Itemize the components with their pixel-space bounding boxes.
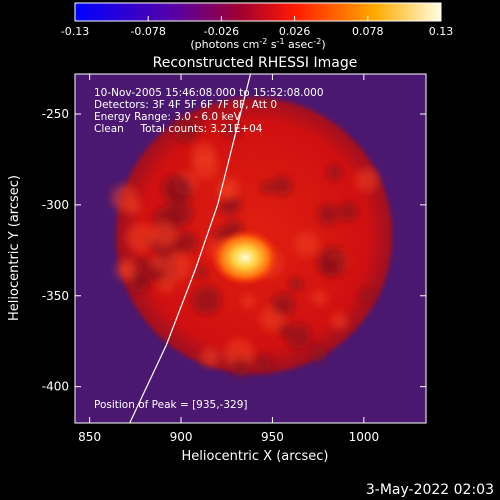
bright-mottle [126, 223, 155, 252]
chart-title: Reconstructed RHESSI Image [153, 55, 358, 71]
x-tick-label: 1000 [349, 430, 380, 444]
emission-structure [111, 115, 379, 377]
dark-mottle [173, 115, 201, 143]
dark-mottle [289, 277, 304, 291]
info-line-energy: Energy Range: 3.0 - 6.0 keV [94, 111, 242, 123]
bright-mottle [151, 222, 177, 248]
bright-mottle [192, 153, 219, 180]
dark-mottle [194, 265, 208, 279]
x-tick-label: 850 [78, 430, 101, 444]
dark-mottle [360, 288, 374, 302]
colorbar-ticks: -0.13 -0.078 -0.026 0.026 0.078 0.13 [61, 16, 453, 38]
bright-mottle [157, 276, 175, 294]
dark-mottle [285, 323, 312, 349]
bright-mottle [111, 184, 139, 212]
x-axis-ticks: 850 900 950 1000 [78, 74, 379, 444]
dark-mottle [272, 175, 292, 196]
dark-mottle [317, 247, 348, 277]
plot-frame [74, 73, 427, 424]
dark-mottle [192, 285, 221, 315]
dark-mottle [255, 354, 272, 371]
colorbar-tick-label: -0.13 [61, 25, 89, 38]
bright-mottle [355, 168, 379, 192]
y-axis-ticks: -250 -300 -350 -400 [42, 107, 426, 394]
x-tick-label: 950 [261, 430, 284, 444]
y-axis-label: Heliocentric Y (arcsec) [7, 175, 22, 321]
dark-mottle [310, 345, 327, 362]
y-tick-label: -300 [42, 198, 69, 212]
colorbar [74, 2, 442, 22]
dark-mottle [327, 165, 342, 181]
bright-mottle [331, 312, 348, 330]
dark-mottle [162, 174, 192, 205]
colorbar-tick-label: 0.026 [279, 25, 311, 38]
colorbar-tick-label: 0.13 [429, 25, 454, 38]
dark-mottle [271, 293, 295, 316]
bright-mottle [311, 290, 328, 306]
solar-limb-line [129, 74, 252, 423]
peak-source [211, 229, 280, 286]
bright-mottle [162, 252, 192, 281]
dark-mottle [260, 181, 273, 194]
bright-mottle [200, 347, 220, 367]
colorbar-tick-label: -0.078 [130, 25, 165, 38]
dark-mottle [222, 120, 242, 140]
bright-mottle [294, 231, 320, 257]
info-line-time: 10-Nov-2005 15:46:08.000 to 15:52:08.000 [94, 87, 324, 99]
colorbar-tick-label: -0.026 [204, 25, 239, 38]
y-tick-label: -250 [42, 107, 69, 121]
plot-area [75, 74, 426, 423]
colorbar-tick-label: 0.078 [352, 25, 384, 38]
dark-mottle [317, 203, 339, 225]
timestamp: 3-May-2022 02:03 [365, 482, 494, 498]
y-tick-label: -350 [42, 289, 69, 303]
dark-mottle [176, 231, 198, 253]
x-axis-label: Heliocentric X (arcsec) [182, 449, 329, 464]
colorbar-label: (photons cm-2 s-1 asec-2) [190, 37, 325, 51]
bright-mottle [115, 260, 136, 280]
dark-mottle [218, 200, 233, 215]
y-tick-label: -400 [42, 380, 69, 394]
dark-mottle [338, 201, 358, 221]
x-tick-label: 900 [170, 430, 193, 444]
bright-mottle [241, 294, 256, 309]
info-line-clean: Clean Total counts: 3.21E+04 [94, 123, 263, 135]
dark-mottle [231, 358, 250, 377]
info-line-detectors: Detectors: 3F 4F 5F 6F 7F 8F, Att 0 [94, 99, 277, 111]
peak-position-label: Position of Peak = [935,-329] [94, 399, 248, 411]
bright-mottle [150, 256, 165, 271]
